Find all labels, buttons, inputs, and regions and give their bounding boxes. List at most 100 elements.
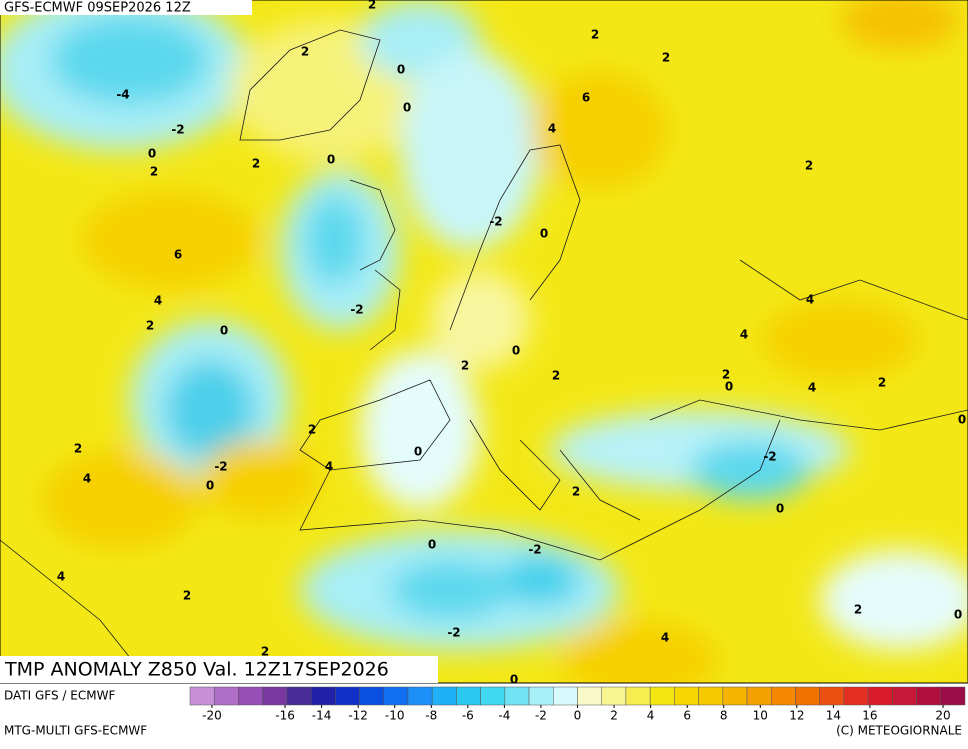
map-caption: TMP ANOMALY Z850 Val. 12Z17SEP2026 <box>4 659 389 681</box>
colorbar-swatch <box>722 686 748 706</box>
contour-label: 2 <box>722 368 730 382</box>
contour-label: 6 <box>174 248 182 262</box>
colorbar-swatch <box>843 686 869 706</box>
contour-label: 4 <box>83 472 91 486</box>
colorbar-swatch <box>867 686 893 706</box>
colorbar-swatch <box>286 686 312 706</box>
colorbar-swatch <box>819 686 845 706</box>
colorbar-swatch <box>674 686 699 706</box>
contour-label: 0 <box>206 479 214 493</box>
colorbar-tick-label: -16 <box>275 709 295 723</box>
colorbar-swatch <box>480 686 506 706</box>
colorbar-tick-label: 6 <box>683 709 691 723</box>
caption-box <box>0 656 438 683</box>
colorbar-swatch <box>601 686 627 706</box>
colorbar-swatch <box>916 686 942 706</box>
contour-label: 2 <box>301 45 309 59</box>
contour-label: 2 <box>591 28 599 42</box>
contour-label: 0 <box>428 538 436 552</box>
contour-label: -2 <box>528 543 541 557</box>
contour-label: 2 <box>662 51 670 65</box>
map-frame <box>0 0 968 684</box>
colorbar-tick-label: 14 <box>826 709 841 723</box>
contour-label: 4 <box>661 631 669 645</box>
colorbar-swatch <box>577 686 602 706</box>
colorbar-swatch <box>746 686 772 706</box>
coastlines <box>0 29 968 683</box>
contour-label: 0 <box>397 63 405 77</box>
colorbar-tick-label: 10 <box>753 709 768 723</box>
colorbar-tick-label: -6 <box>462 709 474 723</box>
contour-label: 0 <box>776 502 784 516</box>
colorbar-swatch <box>335 686 360 706</box>
colorbar-swatch <box>189 686 215 706</box>
contour-label: 4 <box>808 381 816 395</box>
colorbar-tick-label: -14 <box>312 709 332 723</box>
contour-label: 0 <box>958 413 966 427</box>
colorbar: -20 -16 -14 -12 -10 -8 -6 -4 -2 0 2 4 6 8 10 12 14 16 20 <box>189 686 966 723</box>
colorbar-swatch <box>431 686 457 706</box>
contour-label: -2 <box>763 450 776 464</box>
contour-label: -2 <box>489 215 502 229</box>
footer-copyright: (C) METEOGIORNALE <box>836 724 962 738</box>
colorbar-swatch <box>238 686 263 706</box>
anomaly-shading <box>0 0 968 683</box>
contour-label: -2 <box>350 303 363 317</box>
contour-label: 0 <box>403 101 411 115</box>
colorbar-swatch <box>528 686 554 706</box>
colorbar-tick-label: 4 <box>647 709 655 723</box>
contour-label: 2 <box>74 442 82 456</box>
contour-label: 0 <box>510 673 518 687</box>
footer-source: DATI GFS / ECMWF <box>4 689 115 703</box>
colorbar-swatch <box>649 686 675 706</box>
colorbar-swatch <box>795 686 820 706</box>
footer-model: MTG-MULTI GFS-ECMWF <box>4 724 147 738</box>
contour-label: 4 <box>740 328 748 342</box>
colorbar-tick-label: 8 <box>720 709 728 723</box>
colorbar-swatch <box>553 686 578 706</box>
contour-label: 2 <box>183 589 191 603</box>
contour-label: 4 <box>154 294 162 308</box>
colorbar-swatch <box>456 686 481 706</box>
contour-label: 0 <box>954 608 962 622</box>
colorbar-swatch <box>383 686 409 706</box>
contour-label: 6 <box>582 91 590 105</box>
contour-label: -2 <box>171 123 184 137</box>
contour-label: 0 <box>220 324 228 338</box>
colorbar-tick-label: 12 <box>789 709 804 723</box>
contour-label: 2 <box>854 603 862 617</box>
contour-label: -4 <box>116 88 129 102</box>
colorbar-tick-label: 20 <box>935 709 950 723</box>
contour-label: 2 <box>252 157 260 171</box>
colorbar-swatch <box>213 686 239 706</box>
contour-label: 2 <box>878 376 886 390</box>
contour-label: -2 <box>214 460 227 474</box>
header-title: GFS-ECMWF 09SEP2026 12Z <box>4 1 191 16</box>
contour-label: 0 <box>414 445 422 459</box>
contour-label: 2 <box>572 485 580 499</box>
map-field <box>0 0 968 683</box>
contour-label: -2 <box>447 626 460 640</box>
contour-label: 0 <box>540 227 548 241</box>
colorbar-swatch <box>407 686 433 706</box>
colorbar-tick-label: 2 <box>610 709 618 723</box>
colorbar-swatch <box>504 686 530 706</box>
contour-label: 4 <box>806 293 814 307</box>
contour-label: 2 <box>261 645 269 659</box>
contour-label: 4 <box>548 122 556 136</box>
colorbar-swatch <box>262 686 288 706</box>
contour-label: 2 <box>308 423 316 437</box>
colorbar-tick-label: -10 <box>385 709 405 723</box>
colorbar-tick-label: 0 <box>574 709 582 723</box>
colorbar-swatch <box>892 686 917 706</box>
colorbar-swatch <box>625 686 651 706</box>
colorbar-tick-label: 16 <box>862 709 877 723</box>
header-box <box>0 0 252 15</box>
contour-label: 4 <box>325 460 333 474</box>
contour-label: 2 <box>368 0 376 12</box>
colorbar-swatch <box>771 686 796 706</box>
colorbar-swatch <box>940 686 966 706</box>
